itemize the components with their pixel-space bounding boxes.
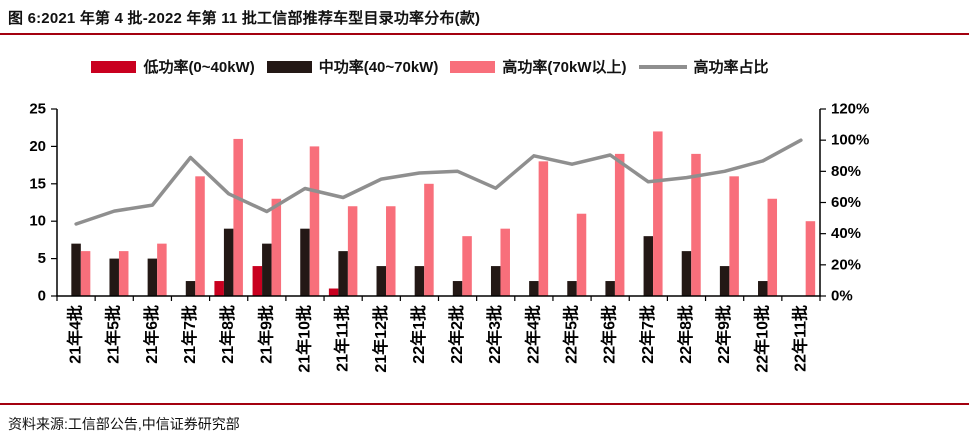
left-axis-tick-label: 10	[29, 213, 46, 230]
bar-mid-22年3批	[490, 266, 501, 296]
bar-mid-21年9批	[262, 243, 272, 296]
bar-high-22年11批	[805, 221, 816, 296]
x-axis-label-22年6批: 22年6批	[600, 305, 619, 364]
right-axis-tick-label: 80%	[831, 163, 861, 180]
legend-item-high-power: 高功率(70kW以上)	[450, 56, 627, 77]
source-note: 资料来源:工信部公告,中信证券研究部	[0, 403, 969, 434]
bar-mid-22年1批	[414, 266, 425, 296]
high-power-swatch	[450, 60, 496, 73]
left-axis-tick-label: 0	[38, 288, 46, 305]
right-axis-tick-label: 40%	[831, 225, 861, 242]
x-axis-label-22年4批: 22年4批	[523, 305, 542, 364]
bar-mid-22年9批	[719, 266, 730, 296]
bar-high-22年3批	[500, 228, 510, 296]
x-axis-label-22年5批: 22年5批	[562, 305, 581, 364]
bar-high-22年6批	[614, 153, 625, 296]
legend-label-high-power: 高功率(70kW以上)	[502, 59, 627, 76]
bar-high-21年10批	[309, 146, 320, 296]
bar-mid-21年11批	[338, 251, 348, 296]
bar-high-22年2批	[462, 236, 472, 296]
x-axis-label-22年11批: 22年11批	[790, 305, 809, 372]
x-axis-label-22年8批: 22年8批	[676, 305, 695, 364]
left-axis-tick-label: 5	[38, 250, 46, 267]
bar-high-22年7批	[653, 131, 663, 296]
bar-mid-22年2批	[452, 281, 463, 296]
x-axis-label-22年9批: 22年9批	[714, 305, 733, 364]
bar-low-21年11批	[328, 288, 339, 296]
bar-high-21年12批	[386, 206, 396, 296]
bar-low-21年8批	[214, 281, 224, 296]
x-axis-label-21年6批: 21年6批	[142, 305, 161, 364]
bar-high-22年4批	[538, 161, 549, 296]
right-axis-tick-label: 60%	[831, 194, 861, 211]
bar-mid-22年7批	[643, 236, 654, 296]
x-axis-label-21年5批: 21年5批	[104, 305, 123, 364]
x-axis-label-22年2批: 22年2批	[447, 305, 466, 364]
bar-high-22年5批	[576, 213, 587, 296]
bar-mid-21年12批	[376, 266, 387, 296]
bar-high-21年9批	[271, 198, 282, 296]
bar-low-21年9批	[252, 266, 263, 296]
bar-mid-21年8批	[223, 228, 234, 296]
right-axis-tick-label: 0%	[831, 288, 853, 305]
left-axis-tick-label: 15	[29, 175, 46, 192]
x-axis-label-21年12批: 21年12批	[371, 305, 390, 373]
x-axis-label-22年7批: 22年7批	[638, 305, 657, 364]
legend-label-mid-power: 中功率(40~70kW)	[318, 59, 439, 76]
bar-high-21年5批	[118, 251, 129, 296]
bar-high-21年7批	[195, 176, 205, 296]
x-axis-label-21年7批: 21年7批	[180, 305, 199, 364]
low-power-swatch	[91, 60, 137, 73]
power-distribution-chart: 0 5 10 15 20 25 0% 20% 40% 60% 80% 100% 120% 21年4批 21年…	[29, 101, 869, 373]
bar-high-22年9批	[729, 176, 739, 296]
left-axis-tick-label: 25	[29, 101, 46, 118]
bar-high-21年6批	[157, 243, 167, 296]
x-axis-label-21年8批: 21年8批	[218, 305, 237, 364]
high-power-ratio-line	[74, 138, 803, 226]
x-axis-label-21年9批: 21年9批	[256, 305, 275, 364]
right-axis-tick-label: 20%	[831, 256, 861, 273]
x-axis-label-22年3批: 22年3批	[485, 305, 504, 364]
bar-mid-21年10批	[300, 228, 310, 296]
bar-high-21年4批	[80, 251, 91, 296]
right-axis-tick-label: 120%	[831, 101, 869, 118]
right-axis-tick-label: 100%	[831, 132, 869, 149]
x-axis-label-21年4批: 21年4批	[66, 305, 85, 364]
x-axis-label-22年1批: 22年1批	[409, 305, 428, 364]
x-axis-label-21年11批: 21年11批	[333, 305, 352, 372]
bar-mid-21年5批	[109, 258, 119, 296]
bar-mid-21年4批	[71, 243, 81, 296]
ratio-line-swatch	[638, 64, 687, 69]
legend-label-high-power-ratio: 高功率占比	[693, 59, 769, 76]
bar-mid-22年4批	[529, 281, 539, 296]
legend-item-low-power: 低功率(0~40kW)	[91, 56, 255, 77]
mid-power-swatch	[266, 60, 312, 73]
bar-mid-22年6批	[605, 281, 615, 296]
figure-title: 图 6:2021 年第 4 批-2022 年第 11 批工信部推荐车型目录功率分…	[0, 0, 969, 35]
bar-mid-22年8批	[681, 251, 692, 296]
x-axis-label-21年10批: 21年10批	[294, 305, 313, 373]
bar-high-21年11批	[347, 206, 358, 296]
bar-high-22年1批	[424, 183, 434, 296]
bar-high-22年10批	[767, 198, 778, 296]
bar-mid-22年10批	[758, 281, 768, 296]
legend-label-low-power: 低功率(0~40kW)	[143, 59, 255, 76]
bar-mid-22年5批	[567, 281, 577, 296]
x-axis-label-22年10批: 22年10批	[752, 305, 771, 373]
legend-item-mid-power: 中功率(40~70kW)	[266, 56, 439, 77]
left-axis-tick-label: 20	[29, 138, 46, 155]
bar-mid-21年6批	[147, 258, 158, 296]
legend-item-high-power-ratio: 高功率占比	[638, 56, 769, 77]
chart-legend: 低功率(0~40kW) 中功率(40~70kW) 高功率(70kW以上) 高功率…	[0, 56, 860, 77]
bar-high-21年8批	[233, 138, 243, 296]
bar-mid-21年7批	[185, 281, 196, 296]
bar-high-22年8批	[691, 153, 701, 296]
